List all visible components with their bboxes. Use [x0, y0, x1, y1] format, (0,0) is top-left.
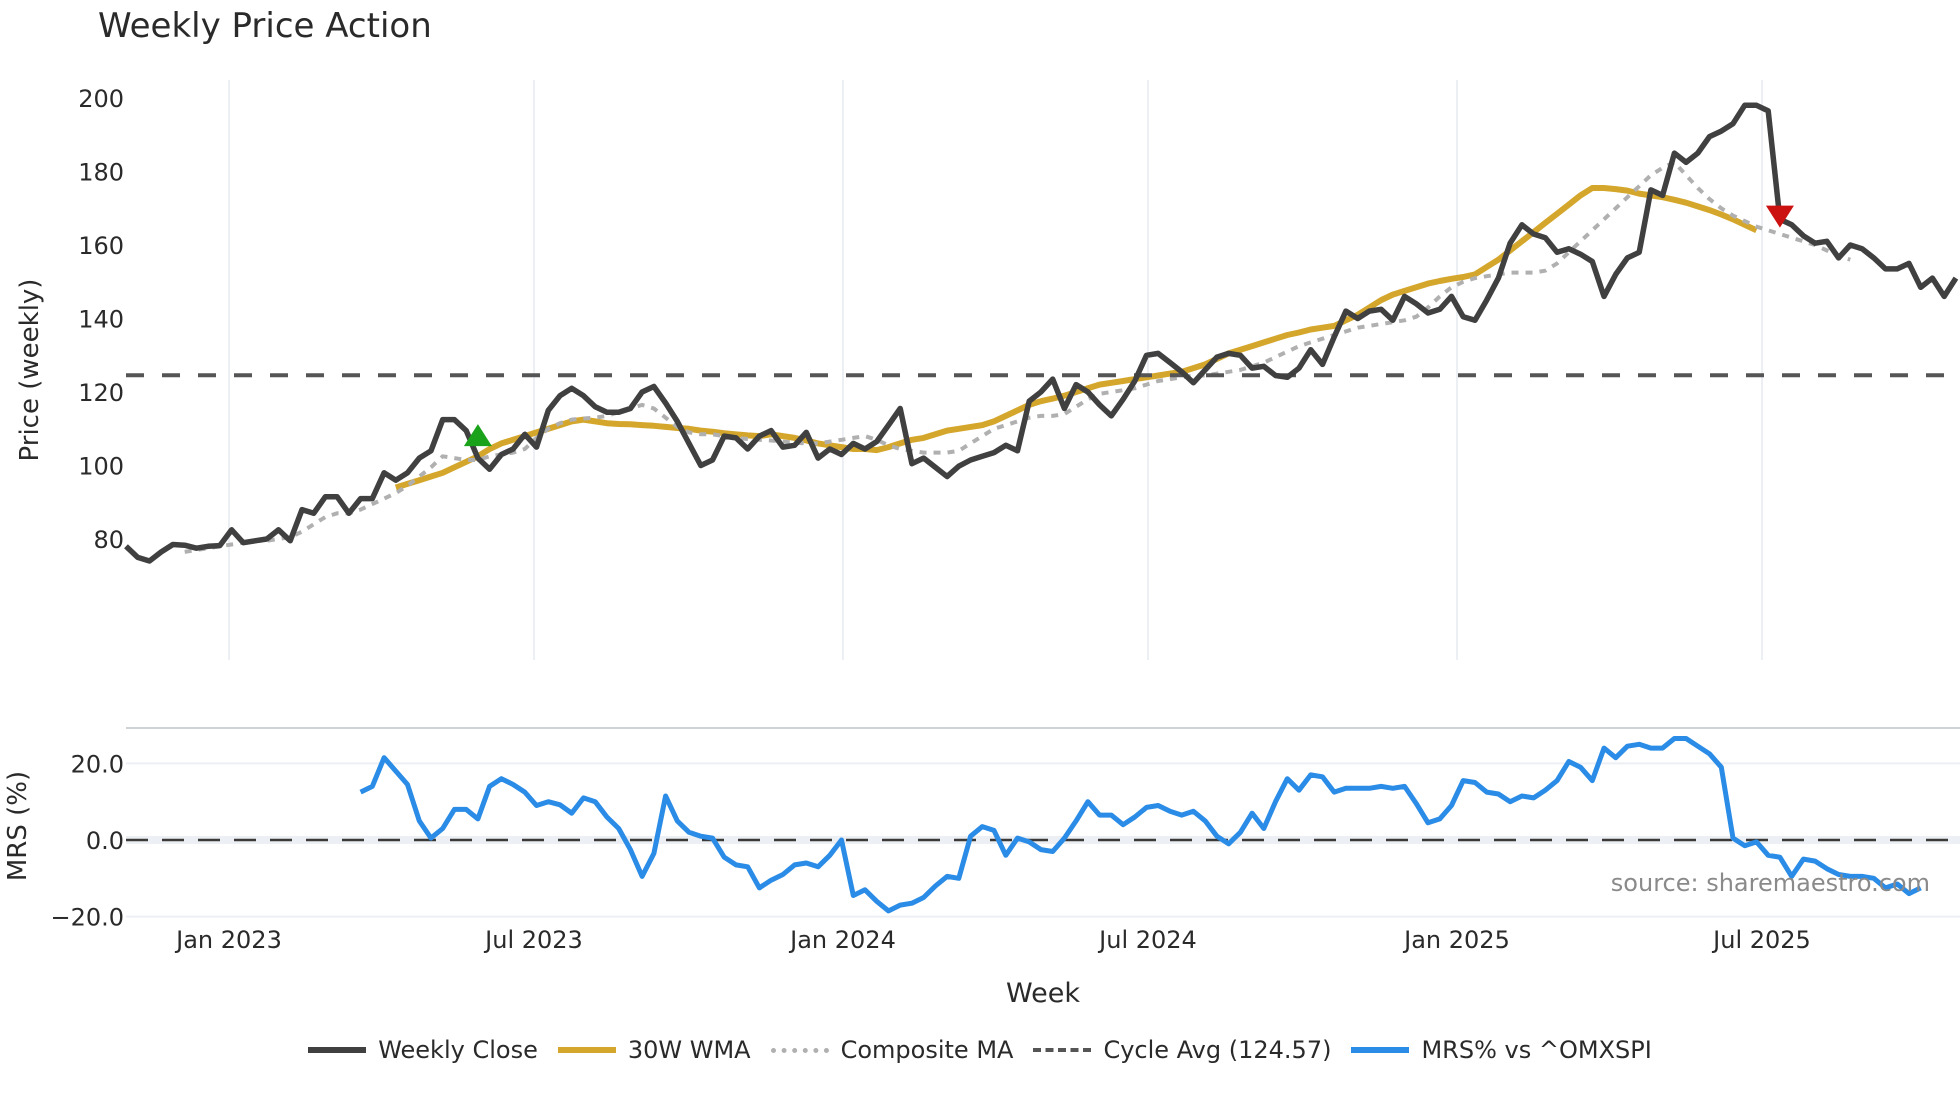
- y-tick-label: 0.0: [86, 827, 124, 855]
- x-axis-label: Week: [1006, 978, 1080, 1009]
- legend-item-mrs[interactable]: MRS% vs ^OMXSPI: [1351, 1036, 1652, 1064]
- x-tick-label: Jul 2024: [1097, 926, 1197, 954]
- dotted-swatch-icon: [770, 1047, 829, 1053]
- buy-signal-triangle-up-icon: [463, 424, 492, 447]
- y-tick-label: −20.0: [50, 904, 124, 932]
- legend-item-weekly-close[interactable]: Weekly Close: [308, 1036, 538, 1064]
- composite-ma-line: [184, 160, 1851, 554]
- line-swatch-icon: [308, 1047, 367, 1053]
- x-tick-label: Jul 2023: [483, 926, 583, 954]
- dashed-swatch-icon: [1033, 1048, 1092, 1052]
- y-tick-label: 120: [78, 379, 124, 407]
- x-tick-label: Jan 2023: [174, 926, 282, 954]
- legend-item-composite-ma[interactable]: Composite MA: [770, 1036, 1014, 1064]
- price-axis-label: Price (weekly): [15, 279, 45, 462]
- legend-label: MRS% vs ^OMXSPI: [1421, 1036, 1652, 1064]
- legend-label: Cycle Avg (124.57): [1103, 1036, 1332, 1064]
- chart-title: Weekly Price Action: [98, 6, 432, 46]
- price-series: [124, 102, 1960, 564]
- legend-item-cycle-avg[interactable]: Cycle Avg (124.57): [1033, 1036, 1331, 1064]
- y-tick-label: 180: [78, 159, 124, 187]
- x-tick-label: Jan 2025: [1402, 926, 1510, 954]
- y-tick-label: 140: [78, 306, 124, 334]
- y-tick-label: 100: [78, 453, 124, 481]
- line-swatch-icon: [1351, 1047, 1410, 1053]
- legend: Weekly Close 30W WMA Composite MA Cycle …: [0, 1036, 1960, 1064]
- legend-item-30w-wma[interactable]: 30W WMA: [557, 1036, 751, 1064]
- source-annotation: source: sharemaestro.com: [1611, 869, 1930, 897]
- line-swatch-icon: [557, 1047, 616, 1053]
- x-tick-label: Jul 2025: [1711, 926, 1811, 954]
- sell-signal-triangle-down-icon: [1765, 205, 1794, 228]
- legend-label: Composite MA: [840, 1036, 1014, 1064]
- mrs-series: [126, 736, 1960, 914]
- y-tick-label: 20.0: [71, 750, 124, 778]
- y-tick-label: 80: [93, 526, 124, 554]
- y-tick-label: 160: [78, 232, 124, 260]
- mrs-line: [359, 736, 1922, 914]
- mrs-axis-label: MRS (%): [3, 771, 33, 881]
- y-tick-labels: 80 100 120 140 160 180 200 −20.0 0.0 20.0: [50, 85, 124, 932]
- legend-label: 30W WMA: [627, 1036, 751, 1064]
- weekly-close-line: [124, 102, 1959, 564]
- x-tick-label: Jan 2024: [788, 926, 896, 954]
- y-tick-label: 200: [78, 85, 124, 113]
- legend-label: Weekly Close: [378, 1036, 538, 1064]
- signal-markers: [463, 205, 1794, 447]
- x-tick-labels: Jan 2023 Jul 2023 Jan 2024 Jul 2024 Jan 2025…: [174, 926, 1811, 954]
- wma-line: [394, 185, 1758, 491]
